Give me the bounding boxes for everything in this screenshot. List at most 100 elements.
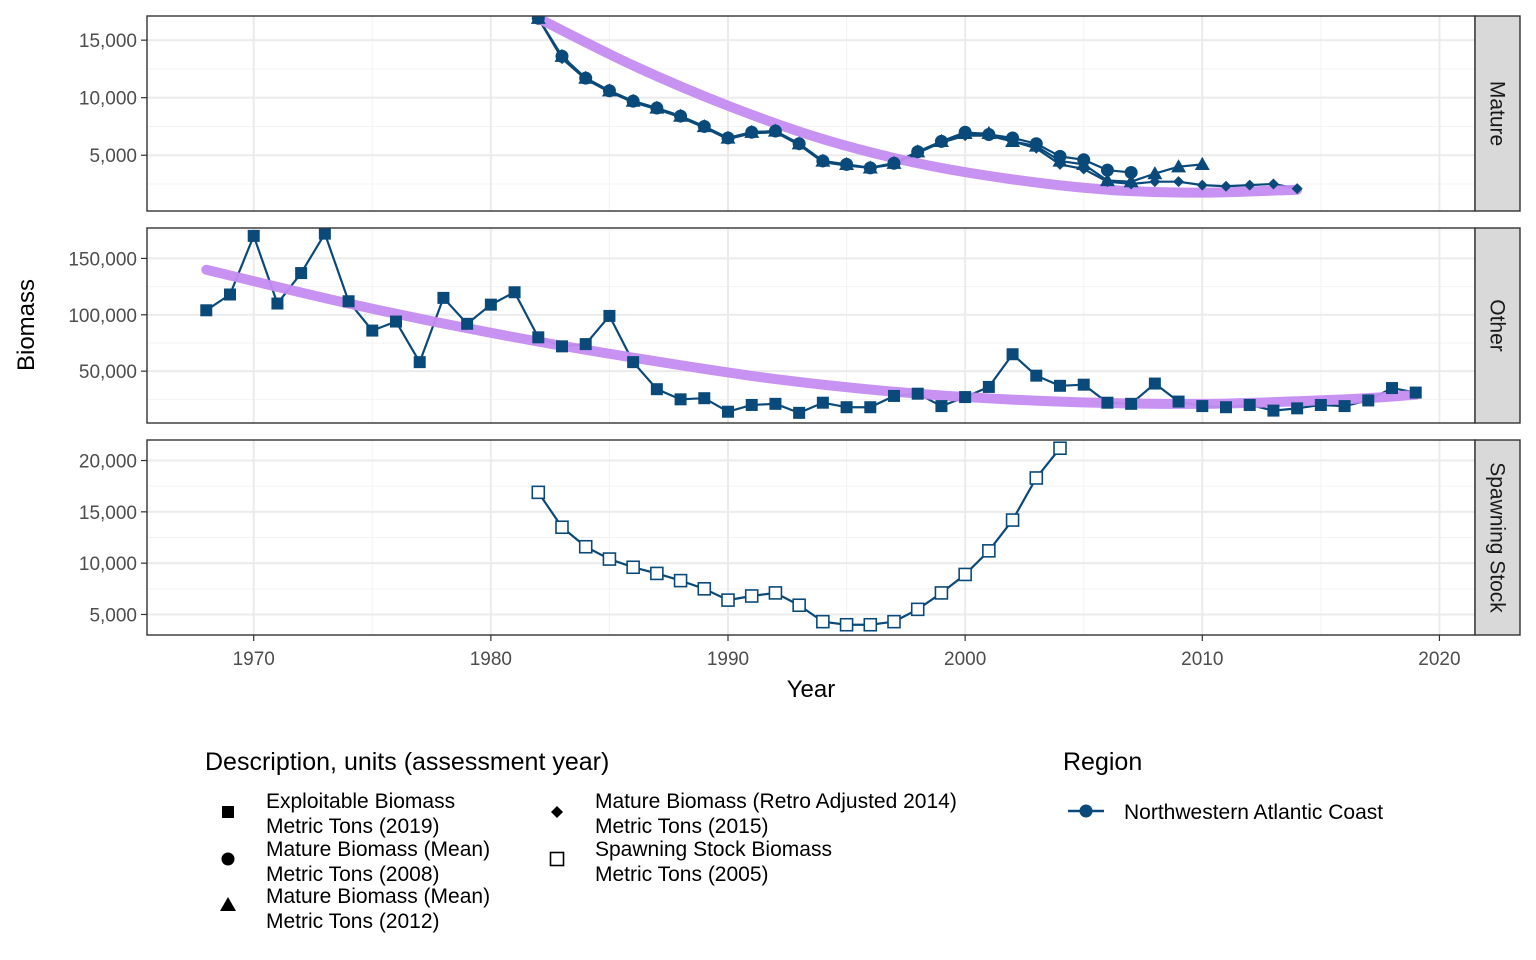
data-point-diamond bbox=[603, 86, 615, 98]
legend-item-label-line1: Spawning Stock Biomass bbox=[595, 838, 832, 861]
data-point-open-square bbox=[1005, 513, 1020, 527]
data-point-square bbox=[1148, 377, 1161, 390]
legend-key-circle bbox=[221, 852, 235, 866]
data-point-diamond bbox=[532, 16, 544, 24]
data-point-diamond bbox=[1007, 135, 1019, 147]
legend-key-open-square bbox=[549, 851, 565, 867]
legend-item-diamond: Mature Biomass (Retro Adjusted 2014)Metr… bbox=[551, 790, 957, 838]
data-point-square bbox=[1338, 400, 1351, 413]
legend-description-title: Description, units (assessment year) bbox=[205, 748, 609, 776]
data-point-square bbox=[1172, 395, 1185, 408]
data-point-diamond bbox=[817, 156, 829, 168]
data-point-square bbox=[1054, 379, 1066, 392]
data-point-square bbox=[461, 317, 474, 330]
data-point-square bbox=[1030, 369, 1043, 382]
data-point-open-square bbox=[792, 598, 806, 613]
data-point-square bbox=[200, 304, 213, 317]
data-point-square bbox=[650, 383, 663, 396]
data-point-diamond bbox=[1196, 179, 1208, 191]
x-tick-label: 1970 bbox=[233, 649, 275, 670]
data-point-open-square bbox=[1053, 441, 1067, 456]
data-point-square bbox=[1386, 382, 1398, 395]
data-point-diamond bbox=[912, 147, 924, 159]
data-point-diamond bbox=[841, 160, 853, 172]
data-point-diamond bbox=[935, 137, 947, 149]
data-point-square bbox=[627, 356, 640, 369]
data-point-triangle bbox=[1076, 156, 1092, 171]
data-point-square bbox=[1196, 400, 1209, 413]
data-point-square bbox=[271, 297, 284, 310]
data-point-diamond bbox=[1078, 163, 1090, 175]
y-tick-label: 5,000 bbox=[89, 146, 137, 167]
panel-background bbox=[147, 16, 1475, 211]
data-point-open-square bbox=[578, 539, 593, 554]
legend-key-diamond bbox=[551, 806, 563, 818]
data-point-square bbox=[366, 324, 379, 337]
legend-item-label-line2: Metric Tons (2005) bbox=[595, 863, 769, 886]
data-point-diamond bbox=[746, 127, 758, 139]
data-point-square bbox=[698, 392, 711, 405]
data-point-open-square bbox=[934, 586, 949, 600]
data-point-diamond bbox=[1054, 158, 1066, 170]
data-point-square bbox=[959, 391, 972, 404]
data-point-square bbox=[603, 309, 616, 322]
legend-region-label: Northwestern Atlantic Coast bbox=[1124, 801, 1383, 824]
data-point-diamond bbox=[580, 73, 592, 85]
data-point-square bbox=[295, 267, 308, 280]
legend-region-title: Region bbox=[1063, 748, 1142, 776]
data-point-square bbox=[532, 331, 545, 344]
data-point-square bbox=[247, 229, 260, 242]
legend-item-label-line1: Mature Biomass (Mean) bbox=[266, 885, 490, 908]
data-point-open-square bbox=[887, 614, 901, 629]
x-tick-label: 2020 bbox=[1418, 649, 1460, 670]
data-point-circle bbox=[1100, 163, 1114, 177]
data-point-open-square bbox=[816, 614, 830, 629]
data-point-diamond bbox=[888, 158, 900, 170]
data-point-open-square bbox=[650, 566, 664, 581]
data-point-square bbox=[935, 400, 948, 413]
data-point-open-square bbox=[673, 573, 688, 588]
legend-item-label-line1: Mature Biomass (Mean) bbox=[266, 838, 490, 861]
x-tick-label: 1980 bbox=[470, 649, 512, 670]
legend-description: Description, units (assessment year) Exp… bbox=[205, 748, 957, 933]
data-point-open-square bbox=[531, 485, 546, 500]
data-point-square bbox=[1243, 398, 1256, 411]
data-point-open-square bbox=[768, 586, 783, 600]
facet-strip-label: Spawning Stock bbox=[1486, 462, 1509, 613]
data-point-diamond bbox=[651, 103, 663, 115]
data-point-square bbox=[318, 228, 331, 240]
y-tick-label: 15,000 bbox=[79, 31, 137, 52]
y-tick-label: 100,000 bbox=[68, 306, 137, 327]
data-point-square bbox=[224, 288, 236, 301]
data-point-square bbox=[982, 380, 995, 393]
trend-line bbox=[533, 16, 1303, 198]
data-point-square bbox=[911, 387, 924, 400]
y-axis-title: Biomass bbox=[13, 279, 40, 371]
data-point-diamond bbox=[556, 53, 568, 65]
data-point-square bbox=[1125, 397, 1138, 410]
data-point-square bbox=[816, 396, 829, 409]
data-point-diamond bbox=[1267, 178, 1279, 190]
x-tick-label: 2010 bbox=[1181, 649, 1223, 670]
data-point-square bbox=[556, 340, 568, 353]
data-point-diamond bbox=[1101, 176, 1113, 188]
data-point-diamond bbox=[793, 139, 805, 151]
data-point-diamond bbox=[864, 162, 876, 174]
data-point-square bbox=[793, 406, 806, 419]
data-point-square bbox=[1220, 401, 1232, 414]
panels-layer: 5,000 10,000 15,000 Mature 50,000 100,000 150,… bbox=[68, 15, 1521, 670]
data-point-square bbox=[579, 338, 592, 351]
data-point-diamond bbox=[769, 126, 781, 138]
legend-key-triangle bbox=[220, 897, 236, 911]
data-point-triangle bbox=[1147, 166, 1163, 180]
legend-item-label-line2: Metric Tons (2019) bbox=[266, 815, 440, 838]
y-tick-label: 10,000 bbox=[79, 554, 137, 575]
data-point-square bbox=[840, 401, 853, 414]
x-tick-label: 1990 bbox=[707, 649, 749, 670]
legend-item-label-line2: Metric Tons (2015) bbox=[595, 815, 769, 838]
data-point-open-square bbox=[982, 544, 996, 558]
panel-background bbox=[147, 228, 1475, 423]
